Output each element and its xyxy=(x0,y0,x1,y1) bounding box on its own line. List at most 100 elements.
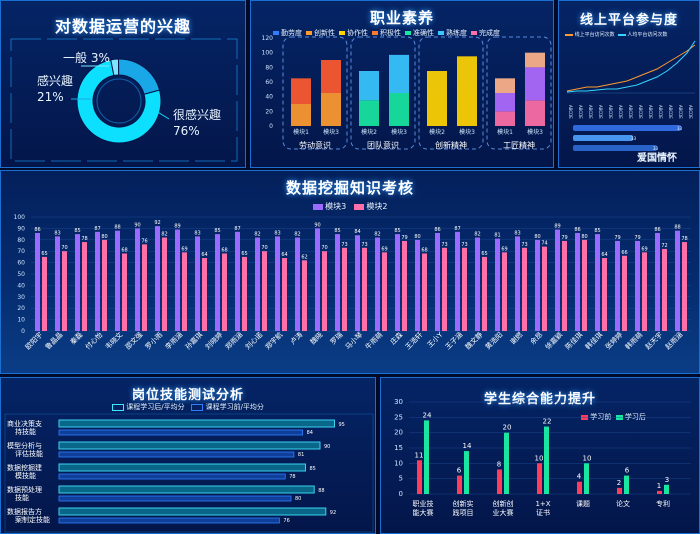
progress-value-3: 33 xyxy=(653,146,659,151)
literacy-group-frame xyxy=(486,36,552,150)
mining-bar-module3 xyxy=(95,231,100,331)
segment-label-general: 一般 3% xyxy=(63,51,110,65)
svg-text:ABCDE: ABCDE xyxy=(568,105,573,119)
skills-bar-after xyxy=(58,463,306,472)
skills-bar-before xyxy=(58,495,292,502)
mining-value-module3: 89 xyxy=(554,224,560,230)
mining-bar-module3 xyxy=(55,236,60,331)
mining-bar-module3 xyxy=(215,234,220,331)
mining-value-module2: 76 xyxy=(141,238,147,244)
ability-bar-after xyxy=(424,420,429,494)
mining-bar-module2 xyxy=(142,244,147,331)
literacy-ytick: 120 xyxy=(262,35,274,42)
mining-bar-module2 xyxy=(582,239,587,331)
literacy-legend: 勤劳度 创新性 协作性 积极性 准确性 熟练度 完成度 xyxy=(273,28,504,38)
mining-bar-module2 xyxy=(62,251,67,331)
interest-donut-chart xyxy=(10,38,238,162)
mining-value-module2: 70 xyxy=(61,245,67,251)
mining-bar-module3 xyxy=(435,232,440,331)
mining-bar-module3 xyxy=(275,236,280,331)
mining-bar-module3 xyxy=(355,235,360,331)
mining-value-module2: 68 xyxy=(421,247,427,253)
ability-ytick: 15 xyxy=(394,444,403,452)
ability-ytick: 0 xyxy=(399,490,403,498)
ability-ytick: 5 xyxy=(399,475,403,483)
mining-bar-module2 xyxy=(82,242,87,331)
mining-value-module3: 92 xyxy=(154,220,160,226)
ability-value-before: 10 xyxy=(535,454,544,462)
ability-category-label: 1+X 证书 xyxy=(535,500,550,517)
svg-text:ABCDE: ABCDE xyxy=(638,105,643,119)
mining-value-module3: 85 xyxy=(214,228,220,234)
mining-name-label: 刘晓婷 xyxy=(203,330,224,351)
mining-value-module3: 86 xyxy=(434,227,440,233)
ability-category-line: 职业技 xyxy=(413,499,434,508)
literacy-ytick: 40 xyxy=(265,94,273,101)
mining-value-module3: 90 xyxy=(134,222,140,228)
literacy-bar-label: 模块3 xyxy=(527,128,543,136)
mining-value-module3: 82 xyxy=(294,232,300,238)
svg-text:ABCDE: ABCDE xyxy=(628,105,633,119)
mining-bar-module2 xyxy=(282,258,287,331)
ability-value-after: 3 xyxy=(665,476,669,484)
literacy-bar xyxy=(291,78,311,104)
ability-category-line: 创新实 xyxy=(453,499,474,508)
mining-bar-module3 xyxy=(575,232,580,331)
legend-module3: 模块3 xyxy=(325,202,347,211)
mining-bar-module3 xyxy=(75,234,80,331)
legend-before-study: 学习前 xyxy=(590,413,612,421)
skills-bar-before xyxy=(58,517,280,524)
mining-value-module2: 78 xyxy=(681,236,687,242)
online-legend: 线上平台访问次数 人均平台访问次数 xyxy=(565,31,667,38)
mining-bar-module2 xyxy=(262,251,267,331)
mining-name-label: 黄浩阳 xyxy=(483,330,504,351)
ability-ytick: 20 xyxy=(394,429,403,437)
ability-value-before: 4 xyxy=(577,473,582,481)
ability-value-before: 2 xyxy=(617,479,621,487)
literacy-bar xyxy=(495,93,515,112)
skills-row-label-line: 模型分析与 xyxy=(7,441,42,450)
mining-name-label: 韦晓文 xyxy=(103,330,124,351)
mining-value-module2: 73 xyxy=(461,242,467,248)
mining-name-label: 赵天宇 xyxy=(643,330,664,351)
online-panel: 线上平台参与度 线上平台访问次数 人均平台访问次数 ABCDE ABCDE ABC… xyxy=(558,0,700,168)
mining-name-label: 郑雨涵 xyxy=(223,330,244,351)
mining-bar-module2 xyxy=(162,237,167,331)
mining-value-module3: 86 xyxy=(654,227,660,233)
mining-ytick: 80 xyxy=(17,237,25,244)
skills-row-label-line: 技能 xyxy=(15,493,29,502)
mining-value-module2: 64 xyxy=(601,252,607,258)
mining-bar-module2 xyxy=(642,252,647,331)
ability-bar-before xyxy=(457,475,462,494)
literacy-bar-label: 模块3 xyxy=(391,128,407,136)
mining-name-label: 牛雨萌 xyxy=(363,330,384,351)
literacy-legend-item: 创新性 xyxy=(306,29,335,37)
skills-value-before: 78 xyxy=(289,474,295,480)
ability-category-label: 创新创业大赛 xyxy=(493,499,514,517)
skills-bar-after xyxy=(58,507,327,516)
mining-bar-module2 xyxy=(242,256,247,331)
skills-value-before: 80 xyxy=(295,496,301,502)
mining-ytick: 30 xyxy=(17,294,25,301)
mining-bar-module3 xyxy=(455,231,460,331)
ability-ytick: 30 xyxy=(394,398,403,406)
mining-bar-module2 xyxy=(362,247,367,331)
progress-value-1: 33 xyxy=(677,126,683,131)
literacy-bar-label: 模块1 xyxy=(497,128,513,136)
mining-value-module3: 85 xyxy=(334,228,340,234)
svg-text:ABCDE: ABCDE xyxy=(648,105,653,119)
mining-bar-module2 xyxy=(302,260,307,331)
mining-ytick: 70 xyxy=(17,248,25,255)
progress-bar-1 xyxy=(573,125,681,131)
segment-label-very-interested: 很感兴趣 76% xyxy=(173,108,222,138)
mining-bar-module3 xyxy=(195,236,200,331)
ability-value-after: 22 xyxy=(543,418,552,426)
ability-bar-after xyxy=(624,475,629,494)
mining-bar-module2 xyxy=(182,252,187,331)
ability-bar-after xyxy=(504,432,509,494)
mining-value-module2: 66 xyxy=(621,250,627,256)
mining-value-module3: 87 xyxy=(234,226,240,232)
ability-value-before: 8 xyxy=(497,460,501,468)
ability-bar-before xyxy=(577,481,582,494)
literacy-group-frame xyxy=(350,36,416,150)
